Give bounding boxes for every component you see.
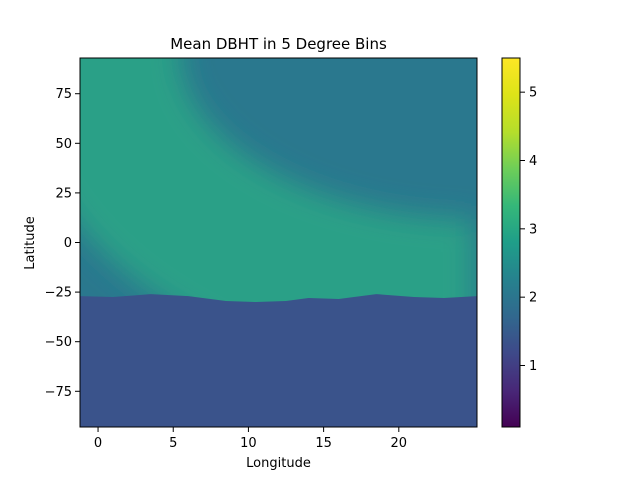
x-axis-label: Longitude	[246, 456, 311, 471]
x-axis: 0 5 10 15 20	[94, 427, 407, 451]
colorbar-tick-label: 5	[529, 86, 537, 101]
heatmap-region-south	[80, 294, 477, 427]
chart-title: Mean DBHT in 5 Degree Bins	[170, 35, 387, 53]
y-tick-label: −50	[45, 335, 72, 350]
colorbar: 1 2 3 4 5	[501, 57, 537, 428]
x-tick-label: 10	[240, 436, 257, 451]
y-axis-label: Latitude	[23, 216, 38, 270]
y-tick-label: −25	[45, 286, 72, 301]
colorbar-gradient	[502, 58, 520, 427]
y-tick-label: 25	[55, 186, 72, 201]
colorbar-tick-label: 3	[529, 222, 537, 237]
colorbar-tick-label: 2	[529, 291, 537, 306]
x-tick-label: 15	[315, 436, 332, 451]
y-tick-label: −75	[45, 385, 72, 400]
x-tick-label: 5	[169, 436, 177, 451]
plot-area	[80, 58, 477, 427]
colorbar-axis: 1 2 3 4 5	[520, 86, 537, 374]
y-axis: −75 −50 −25 0 25 50 75	[45, 87, 80, 400]
colorbar-tick-label: 4	[529, 154, 537, 169]
x-tick-label: 0	[94, 436, 102, 451]
y-tick-label: 75	[55, 87, 72, 102]
colorbar-frame	[501, 57, 521, 428]
colorbar-tick-label: 1	[529, 359, 537, 374]
y-tick-label: 50	[55, 137, 72, 152]
y-tick-label: 0	[64, 236, 72, 251]
x-tick-label: 20	[391, 436, 408, 451]
